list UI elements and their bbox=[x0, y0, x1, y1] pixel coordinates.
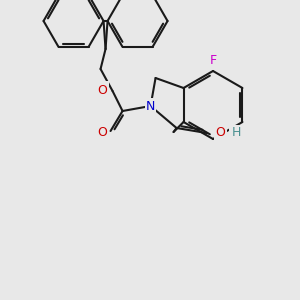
Text: N: N bbox=[146, 100, 155, 112]
Text: O: O bbox=[216, 127, 226, 140]
Text: H: H bbox=[232, 127, 241, 140]
Text: O: O bbox=[98, 85, 107, 98]
Text: O: O bbox=[98, 82, 107, 95]
Text: N: N bbox=[146, 100, 155, 112]
Text: O: O bbox=[98, 127, 107, 140]
Text: F: F bbox=[209, 55, 217, 68]
Text: O: O bbox=[98, 124, 107, 137]
Text: F: F bbox=[209, 55, 217, 68]
Text: H: H bbox=[230, 127, 239, 140]
Text: O: O bbox=[216, 127, 226, 140]
